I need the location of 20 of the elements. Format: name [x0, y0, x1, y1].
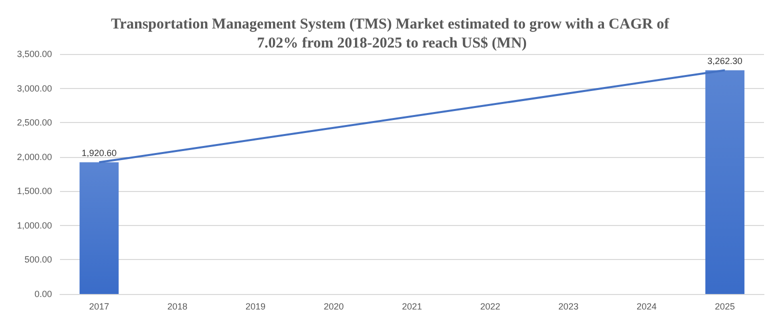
y-tick-label: 1,000.00 [16, 220, 52, 230]
x-tick-label: 2025 [714, 302, 735, 312]
x-tick-label: 2018 [167, 302, 188, 312]
y-tick-label: 0.00 [34, 289, 52, 299]
x-tick-label: 2022 [480, 302, 500, 312]
chart-title: Transportation Management System (TMS) Market estimated to grow with a CAGR of 7.02% from 2018-2025 to reach US$ (MN) [110, 16, 670, 52]
x-tick-label: 2017 [89, 302, 110, 312]
y-tick-label: 1,500.00 [16, 186, 52, 196]
y-tick-label: 3,500.00 [16, 49, 52, 59]
y-tick-label: 2,500.00 [16, 118, 52, 128]
x-tick-label: 2021 [402, 302, 422, 312]
data-label: 1,920.60 [82, 148, 117, 158]
data-label: 3,262.30 [707, 56, 742, 66]
x-tick-label: 2019 [246, 302, 266, 312]
y-tick-label: 2,000.00 [16, 152, 52, 162]
x-tick-label: 2023 [558, 302, 578, 312]
y-tick-label: 500.00 [24, 254, 52, 265]
x-tick-label: 2020 [324, 302, 344, 312]
x-tick-label: 2024 [636, 302, 657, 312]
y-tick-label: 3,000.00 [16, 83, 52, 94]
